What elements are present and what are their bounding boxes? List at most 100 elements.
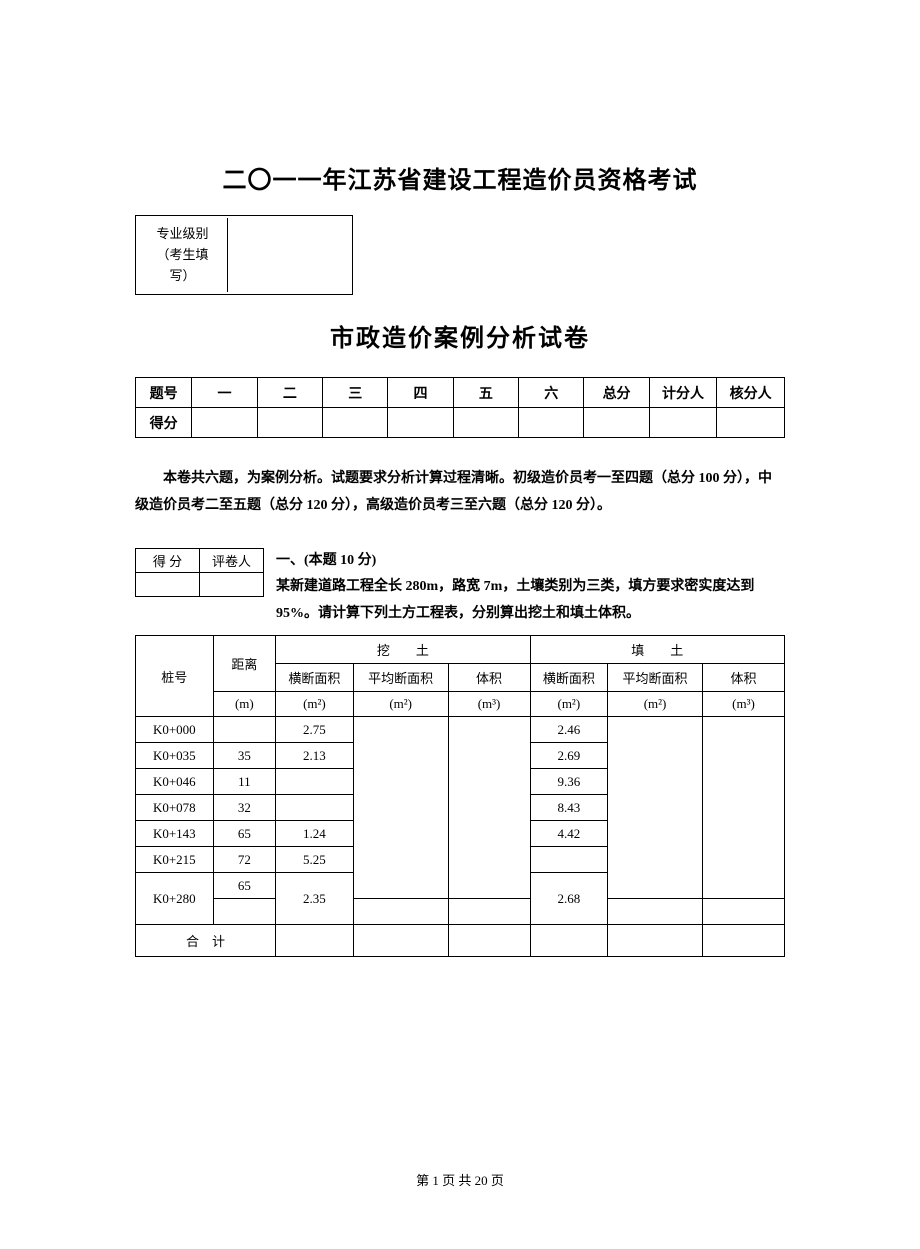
sub-avg: 平均断面积 <box>608 664 703 692</box>
spec-label-2: （考生填写） <box>148 245 217 287</box>
cut-vol-cell[interactable] <box>448 821 530 847</box>
fill-avg-cell[interactable] <box>608 795 703 821</box>
dist-cell <box>213 899 276 925</box>
cut-avg-cell[interactable] <box>353 743 448 769</box>
unit-m: (m) <box>213 692 276 717</box>
cut-vol-cell[interactable] <box>448 899 530 925</box>
total-cell[interactable] <box>608 925 703 957</box>
mini-grader-cell[interactable] <box>200 572 264 596</box>
cut-avg-cell[interactable] <box>353 821 448 847</box>
fill-avg-cell[interactable] <box>608 769 703 795</box>
mini-score-label: 得 分 <box>136 548 200 572</box>
cut-cs-cell <box>276 795 354 821</box>
score-cell[interactable] <box>717 408 785 438</box>
spec-label-1: 专业级别 <box>148 224 217 245</box>
score-cell[interactable] <box>649 408 717 438</box>
fill-vol-cell[interactable] <box>702 847 784 873</box>
fill-vol-cell[interactable] <box>702 717 784 743</box>
unit-m3: (m³) <box>702 692 784 717</box>
score-cell[interactable] <box>519 408 584 438</box>
cut-avg-cell[interactable] <box>353 769 448 795</box>
fill-cs-cell: 4.42 <box>530 821 608 847</box>
station-cell: K0+280 <box>136 873 214 925</box>
cut-cs-cell: 2.13 <box>276 743 354 769</box>
cut-cs-cell: 2.35 <box>276 873 354 925</box>
cut-vol-cell[interactable] <box>448 717 530 743</box>
fill-vol-cell[interactable] <box>702 899 784 925</box>
sub-cs: 横断面积 <box>276 664 354 692</box>
score-cell[interactable] <box>388 408 453 438</box>
th-col: 五 <box>453 378 518 408</box>
spec-label: 专业级别 （考生填写） <box>138 218 228 292</box>
total-label: 合 计 <box>136 925 276 957</box>
cut-cs-cell: 2.75 <box>276 717 354 743</box>
cut-avg-cell[interactable] <box>353 795 448 821</box>
fill-avg-cell[interactable] <box>608 847 703 873</box>
cut-vol-cell[interactable] <box>448 743 530 769</box>
unit-m2: (m²) <box>353 692 448 717</box>
station-cell: K0+143 <box>136 821 214 847</box>
total-cell[interactable] <box>276 925 354 957</box>
col-distance: 距离 <box>213 636 276 692</box>
fill-cs-cell: 2.46 <box>530 717 608 743</box>
fill-vol-cell[interactable] <box>702 821 784 847</box>
total-cell[interactable] <box>353 925 448 957</box>
dist-cell: 32 <box>213 795 276 821</box>
cut-vol-cell[interactable] <box>448 847 530 873</box>
unit-m2: (m²) <box>608 692 703 717</box>
spec-input[interactable] <box>230 218 350 292</box>
dist-cell: 11 <box>213 769 276 795</box>
fill-cs-cell: 8.43 <box>530 795 608 821</box>
total-cell[interactable] <box>530 925 608 957</box>
q1-body: 某新建道路工程全长 280m，路宽 7m，土壤类别为三类，填方要求密实度达到 9… <box>276 579 754 621</box>
instructions-text: 本卷共六题，为案例分析。试题要求分析计算过程清晰。初级造价员考一至四题（总分 1… <box>135 466 785 519</box>
mini-score-cell[interactable] <box>136 572 200 596</box>
cut-cs-cell <box>276 769 354 795</box>
sub-vol: 体积 <box>702 664 784 692</box>
score-cell[interactable] <box>323 408 388 438</box>
th-col: 核分人 <box>717 378 785 408</box>
speciality-box: 专业级别 （考生填写） <box>135 215 353 295</box>
th-col: 计分人 <box>649 378 717 408</box>
fill-vol-cell[interactable] <box>702 795 784 821</box>
earthwork-table: 桩号 距离 挖 土 填 土 横断面积 平均断面积 体积 横断面积 平均断面积 体… <box>135 635 785 957</box>
dist-cell <box>213 717 276 743</box>
score-cell[interactable] <box>192 408 257 438</box>
score-cell[interactable] <box>584 408 649 438</box>
fill-avg-cell[interactable] <box>608 899 703 925</box>
th-col: 四 <box>388 378 453 408</box>
col-station: 桩号 <box>136 636 214 717</box>
sub-vol: 体积 <box>448 664 530 692</box>
th-label: 题号 <box>136 378 192 408</box>
fill-avg-cell[interactable] <box>608 717 703 743</box>
cut-vol-cell[interactable] <box>448 795 530 821</box>
cut-avg-cell[interactable] <box>353 899 448 925</box>
fill-vol-cell[interactable] <box>702 769 784 795</box>
dist-cell: 72 <box>213 847 276 873</box>
fill-avg-cell[interactable] <box>608 821 703 847</box>
cut-avg-cell[interactable] <box>353 717 448 743</box>
total-cell[interactable] <box>448 925 530 957</box>
th-col: 一 <box>192 378 257 408</box>
cut-avg-cell[interactable] <box>353 873 448 899</box>
th-col: 总分 <box>584 378 649 408</box>
total-cell[interactable] <box>702 925 784 957</box>
main-title: 二〇一一年江苏省建设工程造价员资格考试 <box>135 160 785 195</box>
cut-vol-cell[interactable] <box>448 769 530 795</box>
cut-cs-cell: 1.24 <box>276 821 354 847</box>
fill-vol-cell[interactable] <box>702 743 784 769</box>
th-col: 三 <box>323 378 388 408</box>
cut-vol-cell[interactable] <box>448 873 530 899</box>
unit-m2: (m²) <box>276 692 354 717</box>
fill-avg-cell[interactable] <box>608 873 703 899</box>
score-cell[interactable] <box>453 408 518 438</box>
dist-cell: 35 <box>213 743 276 769</box>
th-col: 二 <box>257 378 322 408</box>
unit-m2: (m²) <box>530 692 608 717</box>
fill-cs-cell: 2.68 <box>530 873 608 925</box>
fill-avg-cell[interactable] <box>608 743 703 769</box>
score-cell[interactable] <box>257 408 322 438</box>
grp-fill: 填 土 <box>530 636 784 664</box>
fill-vol-cell[interactable] <box>702 873 784 899</box>
cut-avg-cell[interactable] <box>353 847 448 873</box>
